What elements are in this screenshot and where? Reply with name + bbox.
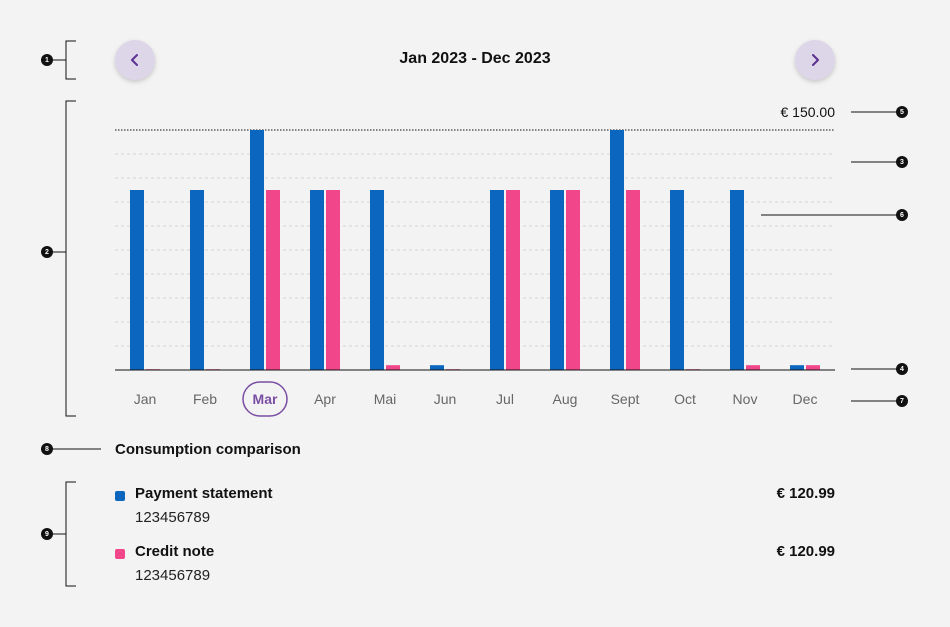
comparison-title: Consumption comparison <box>115 441 301 458</box>
month-label-jul[interactable]: Jul <box>496 391 514 407</box>
annotation-marker-9: 9 <box>41 528 53 540</box>
legend-amount: € 120.99 <box>776 543 835 560</box>
legend-number: 123456789 <box>135 567 211 584</box>
max-value-label: € 150.00 <box>781 104 836 120</box>
month-label-apr[interactable]: Apr <box>314 391 336 407</box>
legend-number: 123456789 <box>135 509 211 526</box>
credit-bar-nov <box>746 365 760 370</box>
payment-bar-mai <box>370 190 384 370</box>
month-label-dec[interactable]: Dec <box>793 391 818 407</box>
chevron-left-icon <box>131 54 138 66</box>
payment-swatch <box>115 491 125 501</box>
annotation-marker-1: 1 <box>41 54 53 66</box>
annotation-marker-6: 6 <box>896 209 908 221</box>
payment-bar-jun <box>430 365 444 370</box>
payment-bar-aug <box>550 190 564 370</box>
annotation-marker-3: 3 <box>896 156 908 168</box>
payment-bar-sept <box>610 130 624 370</box>
month-label-jan[interactable]: Jan <box>134 391 157 407</box>
payment-bar-jul <box>490 190 504 370</box>
payment-bar-mar <box>250 130 264 370</box>
payment-bar-nov <box>730 190 744 370</box>
legend-label: Payment statement <box>135 485 273 502</box>
annotation-marker-7: 7 <box>896 395 908 407</box>
credit-bar-apr <box>326 190 340 370</box>
credit-bar-dec <box>806 365 820 370</box>
annotation-marker-2: 2 <box>41 246 53 258</box>
selected-month-ring[interactable] <box>242 381 288 417</box>
payment-bar-feb <box>190 190 204 370</box>
payment-bar-dec <box>790 365 804 370</box>
payment-bar-apr <box>310 190 324 370</box>
month-label-oct[interactable]: Oct <box>674 391 696 407</box>
previous-period-button[interactable] <box>115 40 155 80</box>
month-label-aug[interactable]: Aug <box>553 391 578 407</box>
payment-bar-jan <box>130 190 144 370</box>
credit-bar-mar <box>266 190 280 370</box>
legend-label: Credit note <box>135 543 215 560</box>
month-label-feb[interactable]: Feb <box>193 391 217 407</box>
annotation-marker-8: 8 <box>41 443 53 455</box>
credit-swatch <box>115 549 125 559</box>
annotation-marker-4: 4 <box>896 363 908 375</box>
period-title: Jan 2023 - Dec 2023 <box>399 50 551 67</box>
month-label-mar[interactable]: Mar <box>253 391 278 407</box>
credit-bar-jul <box>506 190 520 370</box>
credit-bar-aug <box>566 190 580 370</box>
month-label-jun[interactable]: Jun <box>434 391 457 407</box>
next-period-button[interactable] <box>795 40 835 80</box>
chevron-right-icon <box>812 54 819 66</box>
month-label-sept[interactable]: Sept <box>611 391 640 407</box>
payment-bar-oct <box>670 190 684 370</box>
credit-bar-mai <box>386 365 400 370</box>
annotation-marker-5: 5 <box>896 106 908 118</box>
month-label-mai[interactable]: Mai <box>374 391 397 407</box>
credit-bar-sept <box>626 190 640 370</box>
legend-amount: € 120.99 <box>776 485 835 502</box>
month-label-nov[interactable]: Nov <box>733 391 758 407</box>
